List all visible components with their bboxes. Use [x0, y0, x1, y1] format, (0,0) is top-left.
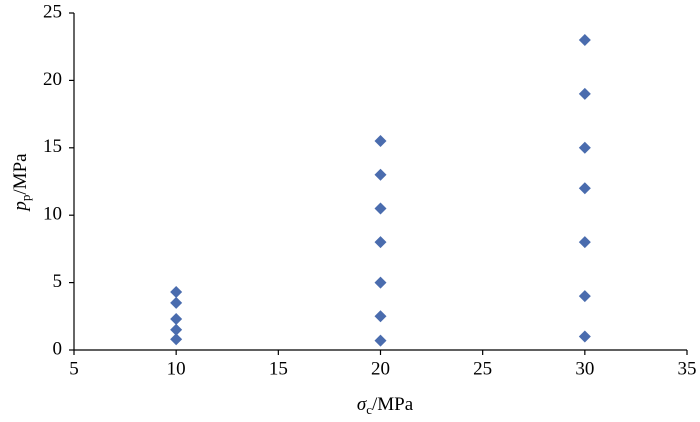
point: [374, 310, 387, 323]
point: [578, 290, 591, 303]
point: [170, 296, 183, 309]
point: [374, 276, 387, 289]
x-axis-label: σc/MPa: [357, 394, 414, 417]
y-tick-label: 20: [43, 69, 62, 90]
point: [578, 236, 591, 249]
y-label-symbol: p: [10, 201, 31, 213]
x-label-symbol: σ: [357, 394, 367, 415]
y-tick-label: 15: [43, 136, 62, 157]
point: [374, 202, 387, 215]
point: [170, 286, 183, 299]
x-tick-label: 20: [371, 358, 390, 379]
y-tick-label: 25: [43, 1, 62, 22]
point: [578, 182, 591, 195]
point: [374, 334, 387, 347]
x-tick-label: 25: [473, 358, 492, 379]
point: [578, 141, 591, 154]
point: [374, 135, 387, 148]
x-label-unit: /MPa: [372, 394, 414, 415]
point: [578, 330, 591, 343]
point: [170, 323, 183, 336]
x-tick-label: 35: [678, 358, 697, 379]
y-label-subscript: p: [18, 195, 33, 202]
y-label-unit: /MPa: [10, 153, 31, 195]
x-label-subscript: c: [366, 402, 372, 417]
point: [374, 236, 387, 249]
x-tick-label: 30: [575, 358, 594, 379]
x-tick-label: 5: [69, 358, 79, 379]
y-tick-label: 0: [53, 338, 63, 359]
point: [374, 168, 387, 181]
point: [170, 312, 183, 325]
y-tick-label: 10: [43, 204, 62, 225]
x-tick-label: 15: [269, 358, 288, 379]
y-tick-label: 5: [53, 271, 63, 292]
point: [578, 33, 591, 46]
point: [578, 87, 591, 100]
point: [170, 333, 183, 346]
y-axis-label: pp/MPa: [10, 153, 33, 213]
x-tick-label: 10: [167, 358, 186, 379]
